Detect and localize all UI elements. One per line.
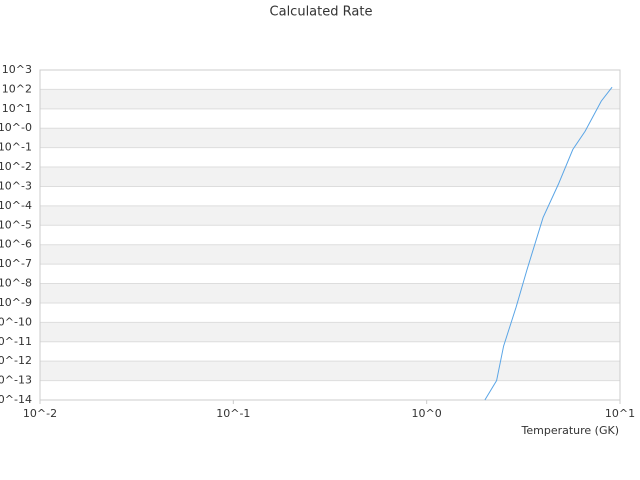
x-axis-label: Temperature (GK): [521, 424, 620, 437]
y-tick-label: 10^-6: [0, 238, 32, 251]
data-line: [484, 86, 613, 401]
y-tick-label: 10^-9: [0, 296, 32, 309]
grid-band: [40, 283, 620, 303]
x-tick-label: 10^-2: [23, 407, 57, 420]
y-tick-label: 10^-2: [0, 160, 32, 173]
y-tick-label: 10^2: [2, 82, 32, 95]
grid-band: [40, 244, 620, 265]
x-tick-label: 10^1: [605, 407, 635, 420]
grid-band: [40, 205, 620, 226]
chart-title: Calculated Rate: [270, 5, 373, 20]
y-tick-label: 10^1: [2, 102, 32, 115]
plot-frame: [39, 69, 621, 401]
y-tick-label: 10^-0: [0, 121, 32, 134]
y-tick-label: 10^-7: [0, 257, 32, 270]
y-tick-label: 10^-12: [0, 354, 32, 367]
y-tick-label: 10^-8: [0, 277, 32, 290]
y-tick-label: 10^-11: [0, 335, 32, 348]
plot-background: [40, 89, 620, 381]
grid-band: [40, 167, 620, 187]
y-tick-label: 10^-13: [0, 374, 32, 387]
y-tick-label: 10^-3: [0, 179, 32, 192]
grid-band: [40, 322, 620, 342]
y-tick-label: 10^-4: [0, 199, 32, 212]
x-tick-label: 10^0: [412, 407, 442, 420]
y-tick-label: 10^-10: [0, 315, 32, 328]
y-tick-label: 10^-1: [0, 141, 32, 154]
grid-band: [40, 361, 620, 381]
grid-band: [40, 128, 620, 148]
grid-band: [40, 89, 620, 109]
y-tick-label: 10^3: [2, 63, 32, 76]
y-tick-label: 10^-5: [0, 218, 32, 231]
x-tick-label: 10^-1: [216, 407, 250, 420]
y-tick-label: 10^-14: [0, 393, 32, 406]
